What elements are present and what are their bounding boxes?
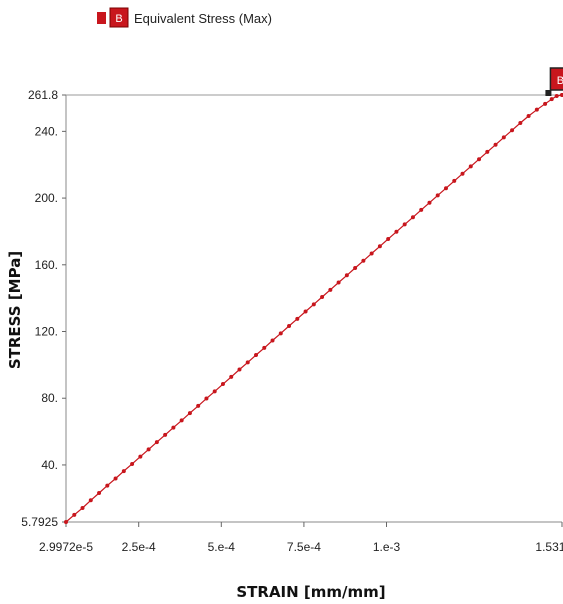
data-point: [179, 418, 184, 423]
data-point: [270, 338, 275, 343]
data-point: [344, 273, 349, 278]
data-point: [526, 114, 531, 119]
data-point: [435, 193, 440, 198]
data-point: [245, 360, 250, 365]
data-point: [361, 258, 366, 263]
y-tick-label: 120.: [35, 325, 58, 339]
data-point: [237, 367, 242, 372]
y-tick-label: 160.: [35, 258, 58, 272]
data-point: [427, 200, 432, 205]
data-point: [163, 432, 168, 437]
data-point: [336, 280, 341, 285]
data-point: [97, 490, 102, 495]
data-point: [204, 396, 209, 401]
data-point: [549, 97, 554, 102]
data-point: [452, 178, 457, 183]
data-points: [64, 93, 563, 525]
data-point: [501, 135, 506, 140]
data-point: [121, 469, 126, 474]
y-tick-label: 261.8: [28, 88, 58, 102]
x-tick-label: 1.e-3: [373, 540, 401, 554]
data-point: [543, 101, 548, 106]
data-point: [72, 512, 77, 517]
max-marker-text: B: [557, 75, 563, 87]
data-point: [262, 345, 267, 350]
data-point: [287, 324, 292, 329]
data-point: [554, 94, 559, 99]
data-point: [80, 505, 85, 510]
data-point: [130, 461, 135, 466]
data-point: [377, 244, 382, 249]
y-tick-label: 80.: [41, 391, 58, 405]
max-marker: B: [545, 67, 563, 96]
data-point: [468, 164, 473, 169]
x-tick-label: 7.5e-4: [287, 540, 321, 554]
legend-badge: [109, 7, 129, 28]
data-point: [229, 374, 234, 379]
x-tick-label: 2.9972e-5: [39, 540, 93, 554]
data-point: [154, 440, 159, 445]
data-point: [353, 265, 358, 270]
data-point: [560, 93, 563, 97]
data-point: [394, 229, 399, 234]
data-point: [303, 309, 308, 314]
data-point: [88, 498, 93, 503]
data-point: [510, 128, 515, 133]
legend: B Equivalent Stress (Max): [97, 7, 272, 28]
data-point: [146, 447, 151, 452]
data-point: [113, 476, 118, 481]
y-axis-title: STRESS [MPa]: [6, 251, 24, 369]
y-tick-label: 5.7925: [21, 515, 58, 529]
data-point: [278, 331, 283, 336]
data-point: [410, 215, 415, 220]
max-marker-badge: [549, 67, 563, 91]
data-point: [493, 142, 498, 147]
x-ticks: 2.9972e-5 2.5e-4 5.e-4 7.5e-4 1.e-3 1.5311e-3: [39, 522, 563, 554]
data-point: [187, 411, 192, 416]
data-point: [477, 157, 482, 162]
data-point: [171, 425, 176, 430]
x-tick-label: 1.5311e-3: [535, 540, 563, 554]
data-point: [518, 121, 523, 126]
data-point: [460, 171, 465, 176]
data-point: [196, 403, 201, 408]
y-tick-label: 40.: [41, 458, 58, 472]
data-point: [295, 316, 300, 321]
y-tick-label: 240.: [35, 124, 58, 138]
data-point: [386, 236, 391, 241]
data-point: [320, 294, 325, 299]
data-point: [311, 302, 316, 307]
data-point: [369, 251, 374, 256]
data-point: [419, 207, 424, 212]
legend-swatch: [97, 12, 106, 24]
data-point: [220, 382, 225, 387]
legend-label: Equivalent Stress (Max): [134, 11, 272, 26]
max-marker-dot: [545, 90, 552, 96]
data-point: [534, 107, 539, 112]
data-point: [485, 149, 490, 154]
data-point: [105, 483, 110, 488]
x-axis-title: STRAIN [mm/mm]: [236, 583, 385, 601]
y-ticks: 5.7925 40. 80. 120. 160. 200. 240. 261.8: [21, 88, 66, 529]
data-point: [328, 287, 333, 292]
x-tick-label: 5.e-4: [208, 540, 236, 554]
data-point: [443, 186, 448, 191]
data-point: [212, 389, 217, 394]
data-point: [138, 454, 143, 459]
x-tick-label: 2.5e-4: [122, 540, 156, 554]
y-tick-label: 200.: [35, 191, 58, 205]
data-point: [253, 353, 258, 358]
axes: [65, 94, 562, 523]
data-point: [64, 520, 68, 525]
data-point: [402, 222, 407, 227]
legend-badge-text: B: [115, 13, 122, 25]
